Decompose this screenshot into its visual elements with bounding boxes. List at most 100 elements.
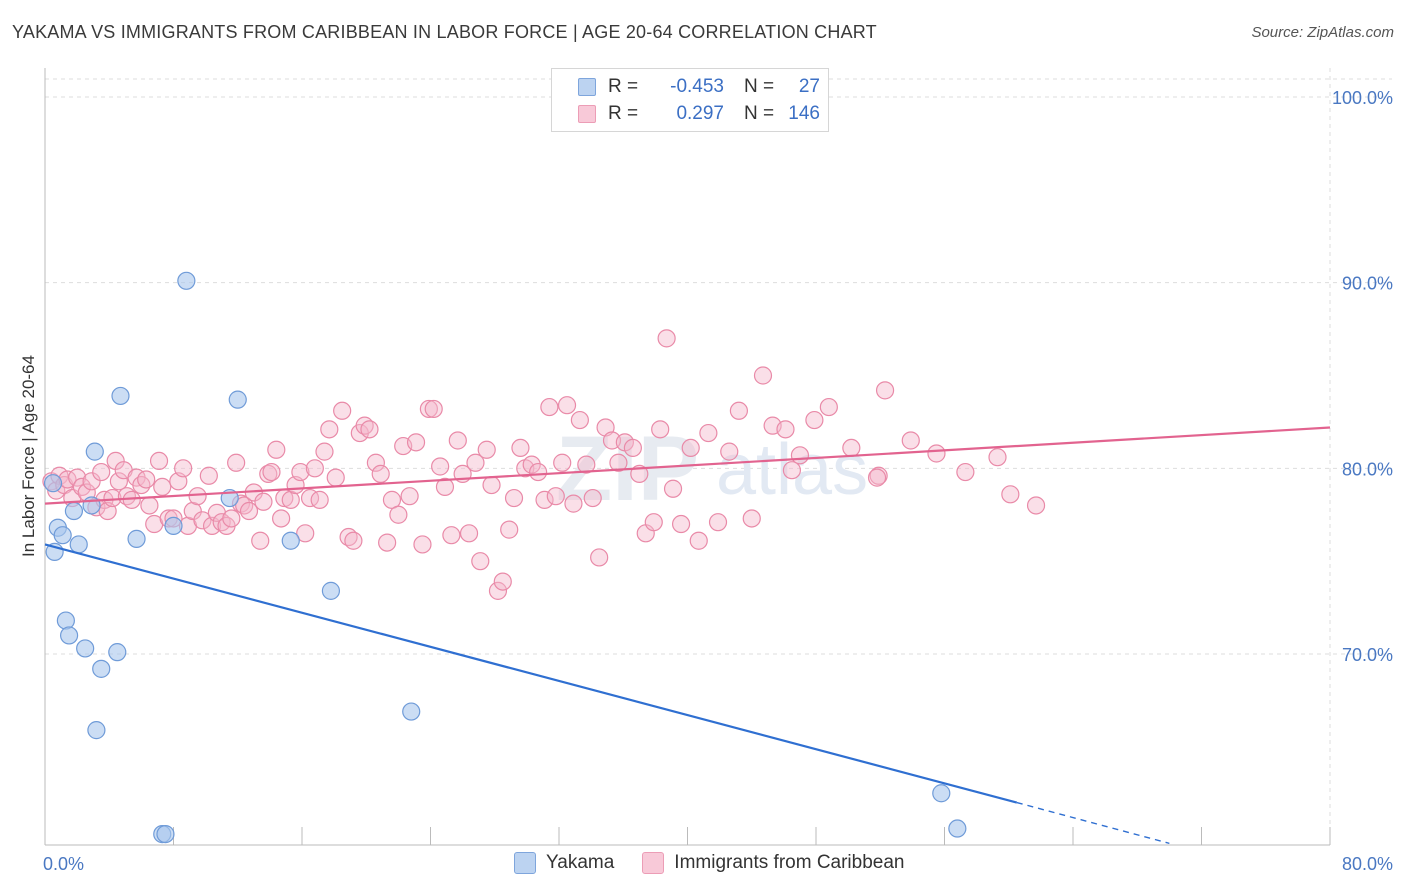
data-point-caribbean [188,487,207,506]
data-point-yakama [59,626,79,645]
data-point-yakama [177,271,196,290]
y-tick-labels: 70.0% 80.0% 90.0% 100.0% [1332,88,1393,665]
data-point-yakama [87,721,106,740]
legend-r-value: 0.297 [676,103,724,124]
data-point-caribbean [500,520,519,539]
x-tick-labels: 0.0% 80.0% [43,854,1393,874]
legend: R = -0.453 N = 27 R = 0.297 N = 146 [551,68,829,132]
data-point-caribbean [149,451,169,471]
series-caribbean-points [42,329,1046,600]
legend-swatch-pink [578,105,596,123]
series-yakama-points [43,271,967,844]
bottom-legend-label-yakama: Yakama [546,852,615,873]
data-point-caribbean [291,462,310,482]
data-point-caribbean [477,440,496,459]
data-point-caribbean [272,509,291,528]
data-point-caribbean [406,433,426,452]
data-point-caribbean [577,455,596,474]
data-point-caribbean [466,453,485,472]
bottom-legend-label-caribbean: Immigrants from Caribbean [674,852,905,873]
data-point-caribbean [753,366,773,385]
data-point-caribbean [720,442,739,461]
y-tick-label: 100.0% [1332,88,1393,108]
data-point-yakama [281,531,300,550]
data-point-caribbean [482,475,501,495]
data-point-caribbean [92,462,111,482]
data-point-caribbean [609,453,628,472]
data-point-caribbean [419,399,438,419]
data-point-caribbean [790,446,810,465]
data-point-caribbean [742,509,761,528]
trend-lines [44,426,1331,845]
data-point-caribbean [199,466,218,485]
data-point-caribbean [227,453,246,472]
data-point-yakama [53,526,72,545]
y-tick-label: 80.0% [1342,459,1393,479]
data-point-caribbean [424,399,443,419]
data-point-yakama [69,535,88,554]
data-point-yakama [43,474,63,493]
bottom-legend-caribbean: Immigrants from Caribbean [642,852,905,874]
data-point-caribbean [471,552,490,571]
trend-line-yakama [44,543,1018,804]
data-point-caribbean [956,462,975,482]
data-point-yakama [932,784,951,803]
data-point-caribbean [805,410,824,430]
data-point-caribbean [511,438,530,458]
x-tick-label: 80.0% [1342,854,1393,874]
data-point-caribbean [570,410,589,430]
data-point-caribbean [459,524,479,543]
data-point-caribbean [488,581,508,600]
data-point-caribbean [344,531,363,550]
legend-n-value: 27 [798,76,820,97]
data-point-caribbean [267,440,286,459]
data-point-yakama [321,581,341,600]
data-point-caribbean [68,468,87,487]
data-point-yakama [56,611,75,630]
data-point-caribbean [504,488,524,508]
trend-line-caribbean [44,426,1331,505]
data-point-caribbean [320,420,339,439]
data-point-caribbean [927,444,946,463]
data-point-caribbean [540,397,559,417]
bottom-legend: Yakama Immigrants from Caribbean [514,852,933,874]
data-point-caribbean [326,468,345,487]
legend-r-label: R = [608,76,639,97]
chart-source: Source: ZipAtlas.com [1251,24,1394,41]
data-point-yakama [402,702,421,721]
axes [44,68,1331,846]
data-point-caribbean [819,397,838,417]
trend-line-yakama-extension [1016,801,1170,845]
x-tick-label: 0.0% [43,854,84,874]
data-point-caribbean [657,329,676,348]
data-point-caribbean [174,459,193,478]
data-point-caribbean [400,487,419,506]
data-point-caribbean [222,509,241,528]
data-point-yakama [92,659,111,678]
data-point-caribbean [546,487,565,506]
data-point-yakama [948,819,967,838]
data-point-caribbean [442,526,461,545]
data-point-caribbean [262,462,281,482]
gridlines [45,68,1392,845]
data-point-caribbean [239,501,259,521]
data-point-caribbean [366,453,385,472]
legend-swatch-blue [578,78,596,96]
data-point-caribbean [371,464,390,484]
data-point-yakama [64,501,84,521]
data-point-caribbean [72,477,92,496]
data-point-yakama [108,643,127,662]
data-point-caribbean [729,401,749,420]
data-point-caribbean [431,457,450,476]
data-point-caribbean [901,431,920,450]
legend-r-label: R = [608,103,639,124]
legend-n-label: N = [744,76,775,97]
data-point-caribbean [193,511,212,530]
data-point-caribbean [389,505,408,524]
data-point-caribbean [315,442,334,461]
data-point-caribbean [583,488,602,508]
data-point-caribbean [310,490,329,509]
data-point-caribbean [776,420,795,439]
data-point-caribbean [875,381,895,400]
